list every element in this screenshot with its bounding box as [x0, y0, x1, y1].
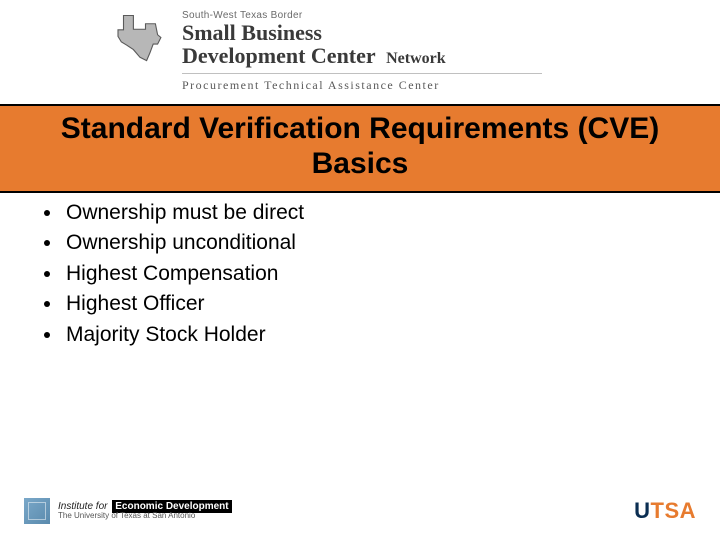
logo-text-block: South-West Texas Border Small Business D…	[182, 10, 542, 93]
logo-divider	[182, 73, 542, 74]
ied-mark-icon	[24, 498, 50, 524]
ied-text: Institute for Economic Development The U…	[58, 501, 232, 521]
list-item: Majority Stock Holder	[44, 320, 680, 350]
bullet-text: Highest Officer	[66, 289, 205, 319]
utsa-tsa: TSA	[651, 498, 697, 523]
title-line-2: Basics	[0, 147, 720, 182]
footer: Institute for Economic Development The U…	[0, 498, 720, 524]
title-bar: Standard Verification Requirements (CVE)…	[0, 104, 720, 193]
list-item: Highest Officer	[44, 289, 680, 319]
bullet-text: Highest Compensation	[66, 259, 278, 289]
ied-sub: The University of Texas at San Antonio	[58, 512, 232, 521]
utsa-logo: UTSA	[634, 498, 696, 524]
bullet-icon	[44, 301, 50, 307]
utsa-u: U	[634, 498, 650, 523]
bullet-text: Majority Stock Holder	[66, 320, 266, 350]
bullet-icon	[44, 210, 50, 216]
bullet-text: Ownership unconditional	[66, 228, 296, 258]
title-line-1: Standard Verification Requirements (CVE)	[0, 112, 720, 147]
header-logo: South-West Texas Border Small Business D…	[110, 10, 542, 93]
org-line-2: Development Center	[182, 43, 376, 68]
org-line-3-suffix: Network	[386, 50, 446, 67]
bullet-list: Ownership must be direct Ownership uncon…	[44, 198, 680, 350]
bullet-icon	[44, 271, 50, 277]
ied-logo: Institute for Economic Development The U…	[24, 498, 232, 524]
bullet-icon	[44, 332, 50, 338]
org-line-1: Small Business	[182, 21, 542, 44]
slide: South-West Texas Border Small Business D…	[0, 0, 720, 540]
ptac-line: Procurement Technical Assistance Center	[182, 78, 542, 93]
list-item: Ownership must be direct	[44, 198, 680, 228]
bullet-icon	[44, 240, 50, 246]
org-line-2-row: Development Center Network	[182, 44, 542, 68]
texas-map-icon	[110, 10, 170, 65]
body: Ownership must be direct Ownership uncon…	[44, 198, 680, 350]
list-item: Highest Compensation	[44, 259, 680, 289]
list-item: Ownership unconditional	[44, 228, 680, 258]
bullet-text: Ownership must be direct	[66, 198, 304, 228]
